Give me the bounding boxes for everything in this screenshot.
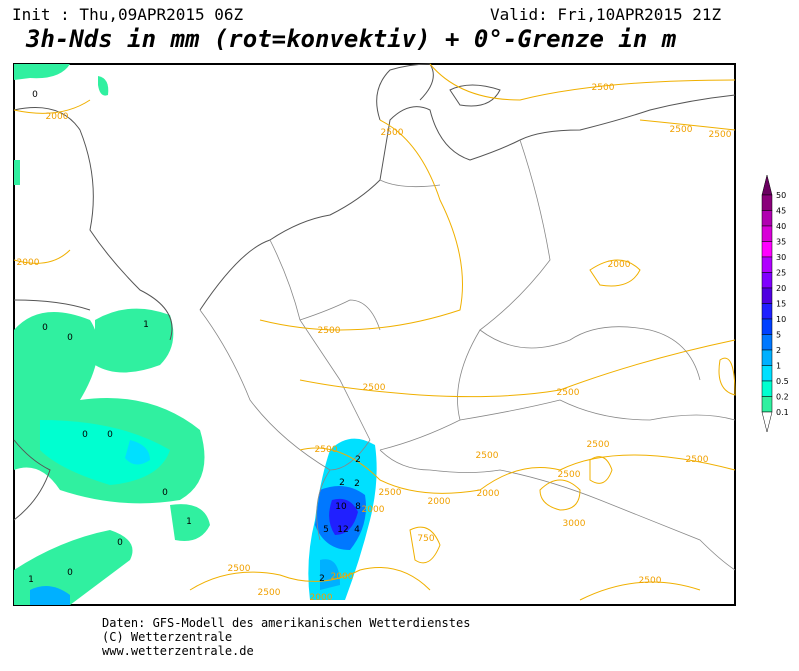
precip-label: 0 bbox=[42, 323, 48, 333]
legend-bin bbox=[761, 334, 773, 351]
legend-bin bbox=[761, 225, 773, 242]
footer-copyright: (C) Wetterzentrale bbox=[102, 630, 232, 644]
legend-label: 0.1 bbox=[776, 408, 789, 417]
footer-source: Daten: GFS-Modell des amerikanischen Wet… bbox=[102, 616, 470, 630]
isoline-label: 2500 bbox=[686, 455, 709, 465]
precip-label: 2 bbox=[354, 479, 360, 489]
precip-label: 10 bbox=[335, 502, 347, 512]
precip-label: 0 bbox=[67, 568, 73, 578]
precip-label: 12 bbox=[337, 525, 348, 535]
isoline-label: 2000 bbox=[46, 112, 69, 122]
isolines bbox=[13, 63, 736, 601]
precip-label: 0 bbox=[162, 488, 168, 498]
legend-bin bbox=[761, 303, 773, 320]
isoline-label: 2500 bbox=[592, 83, 615, 93]
legend-bin bbox=[761, 396, 773, 413]
legend-label: 1 bbox=[776, 362, 781, 371]
borders bbox=[199, 139, 736, 571]
isoline-label: 2000 bbox=[17, 258, 40, 268]
isoline-label: 2500 bbox=[363, 383, 386, 393]
isoline-label: 2500 bbox=[381, 128, 404, 138]
isoline-label: 2000 bbox=[331, 572, 354, 582]
legend-bin bbox=[761, 272, 773, 289]
legend-bin bbox=[761, 256, 773, 273]
precip-label: 5 bbox=[323, 525, 329, 535]
isoline-label: 2500 bbox=[476, 451, 499, 461]
precip-areas bbox=[14, 64, 377, 605]
map-title: 3h-Nds in mm (rot=konvektiv) + 0°-Grenze… bbox=[25, 25, 677, 53]
isoline-label: 2500 bbox=[709, 130, 732, 140]
isoline-label: 2000 bbox=[428, 497, 451, 507]
isoline-label: 2500 bbox=[587, 440, 610, 450]
precip-label: 1 bbox=[143, 320, 149, 330]
isoline-label: 2500 bbox=[258, 588, 281, 598]
precip-label: 2 bbox=[339, 478, 345, 488]
precip-label: 0 bbox=[67, 333, 73, 343]
legend: 50 45 40 35 30 25 20 15 10 5 2 1 0.5 0.2 0.1 bbox=[761, 174, 789, 433]
isoline-label: 2500 bbox=[670, 125, 693, 135]
precip-label: 2 bbox=[355, 455, 361, 465]
legend-bin bbox=[761, 380, 773, 397]
legend-bin bbox=[761, 349, 773, 366]
legend-bin bbox=[761, 287, 773, 304]
coastlines bbox=[13, 63, 736, 521]
isoline-label: 2500 bbox=[315, 445, 338, 455]
init-time: Init : Thu,09APR2015 06Z bbox=[12, 5, 244, 24]
isoline-label: 2500 bbox=[558, 470, 581, 480]
legend-bin bbox=[761, 210, 773, 227]
valid-time: Valid: Fri,10APR2015 21Z bbox=[490, 5, 722, 24]
legend-bin bbox=[761, 318, 773, 335]
precip-label: 0 bbox=[117, 538, 123, 548]
precip-label: 0 bbox=[107, 430, 113, 440]
isoline-label: 2500 bbox=[379, 488, 402, 498]
legend-label: 10 bbox=[776, 315, 786, 324]
isoline-label: 2000 bbox=[310, 593, 333, 603]
precip-label: 8 bbox=[355, 502, 361, 512]
precip-label: 1 bbox=[28, 575, 34, 585]
isoline-label: 2500 bbox=[639, 576, 662, 586]
legend-label: 0.5 bbox=[776, 377, 789, 386]
legend-bin bbox=[761, 365, 773, 382]
precip-label: 1 bbox=[186, 517, 192, 527]
legend-bin bbox=[761, 241, 773, 258]
legend-label: 45 bbox=[776, 207, 786, 216]
isoline-label: 3000 bbox=[563, 519, 586, 529]
legend-label: 50 bbox=[776, 191, 786, 200]
legend-label: 25 bbox=[776, 269, 786, 278]
legend-label: 20 bbox=[776, 284, 786, 293]
isoline-label: 2000 bbox=[477, 489, 500, 499]
isoline-label: 2500 bbox=[228, 564, 251, 574]
precip-label: 4 bbox=[354, 525, 360, 535]
legend-label: 30 bbox=[776, 253, 786, 262]
legend-label: 5 bbox=[776, 331, 781, 340]
precip-label: 2 bbox=[319, 574, 325, 584]
legend-bin bbox=[761, 194, 773, 211]
isoline-label: 2000 bbox=[608, 260, 631, 270]
precip-label: 0 bbox=[32, 90, 38, 100]
legend-label: 40 bbox=[776, 222, 786, 231]
footer-url: www.wetterzentrale.de bbox=[102, 644, 254, 658]
legend-label: 0.2 bbox=[776, 393, 789, 402]
legend-top bbox=[761, 174, 773, 196]
legend-label: 15 bbox=[776, 300, 786, 309]
precip-label: 0 bbox=[82, 430, 88, 440]
isoline-label: 2500 bbox=[318, 326, 341, 336]
legend-bottom bbox=[761, 411, 773, 433]
isoline-label: 2000 bbox=[362, 505, 385, 515]
legend-label: 35 bbox=[776, 238, 786, 247]
legend-label: 2 bbox=[776, 346, 781, 355]
isoline-label: 2500 bbox=[557, 388, 580, 398]
isoline-label: 750 bbox=[417, 534, 434, 544]
